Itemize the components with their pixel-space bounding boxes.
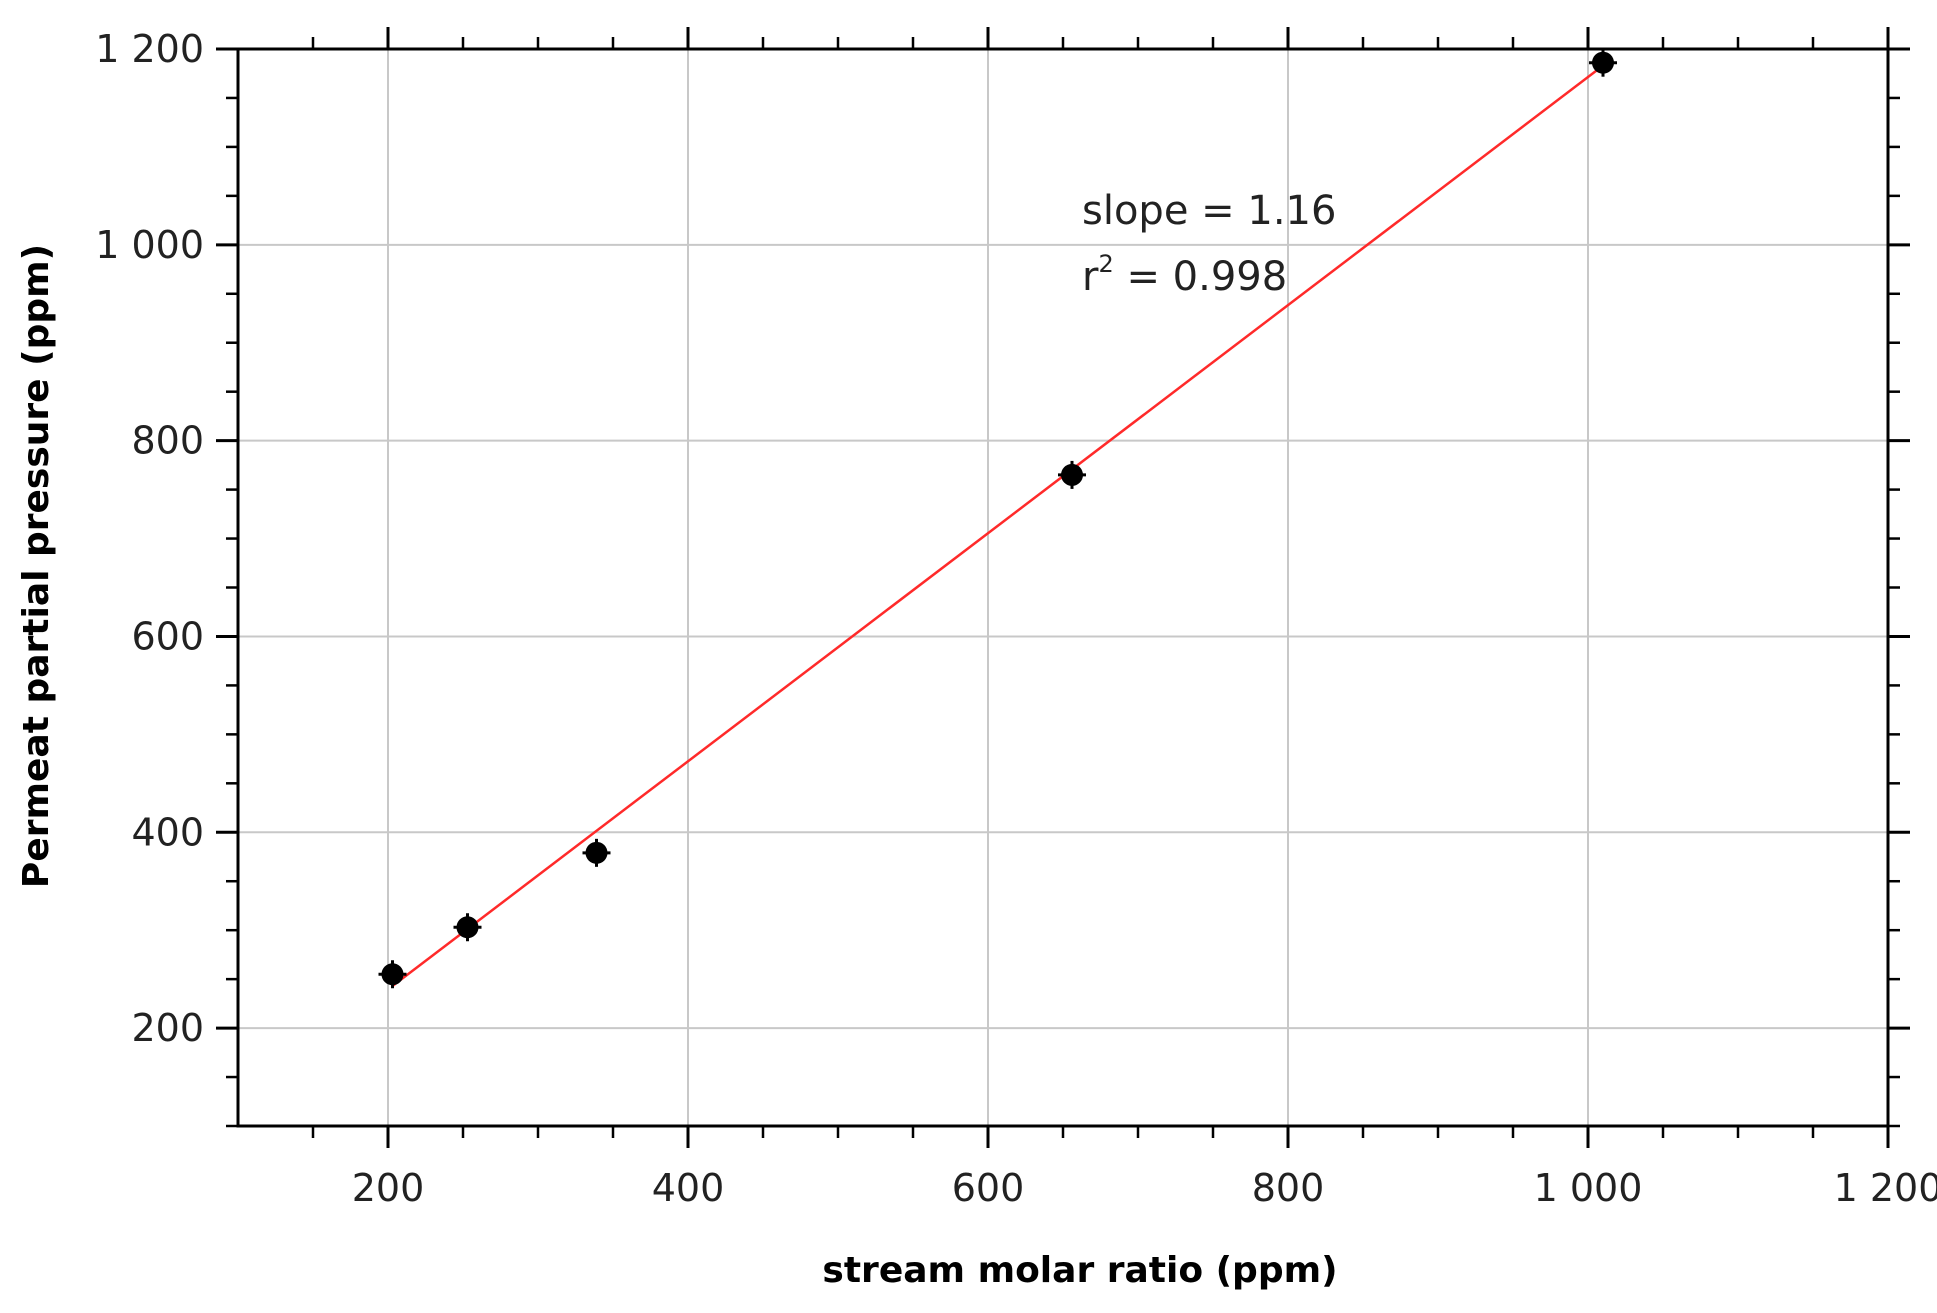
- y-tick-label: 1 200: [95, 27, 204, 71]
- r-squared-base: r: [1082, 254, 1099, 300]
- r-squared-superscript: 2: [1098, 250, 1113, 278]
- y-tick-label: 200: [131, 1006, 204, 1050]
- fit-line-layer: [391, 64, 1604, 987]
- x-tick-label: 1 000: [1534, 1166, 1643, 1210]
- slope-annotation: slope = 1.16: [1082, 188, 1336, 234]
- x-tick-label: 1 200: [1834, 1166, 1937, 1210]
- x-tick-label: 200: [352, 1166, 425, 1210]
- data-point: [381, 963, 404, 986]
- x-tick-label: 800: [1252, 1166, 1325, 1210]
- tick-labels-layer: 200 400 600 800 1 000 1 200 200 400 600 800 1 000 1…: [95, 27, 1937, 1210]
- y-tick-label: 400: [131, 810, 204, 854]
- y-tick-label: 800: [131, 419, 204, 463]
- x-tick-label: 400: [652, 1166, 725, 1210]
- y-tick-label: 1 000: [95, 223, 204, 267]
- linear-fit-line: [391, 64, 1604, 987]
- y-axis-title: Permeat partial pressure (ppm): [16, 244, 57, 888]
- r-squared-annotation: r2 = 0.998: [1082, 250, 1287, 300]
- data-point: [585, 841, 608, 864]
- plot-frame: [236, 47, 1890, 1128]
- grid-layer: [238, 49, 1888, 1126]
- data-point: [456, 916, 479, 939]
- x-tick-label: 600: [952, 1166, 1025, 1210]
- x-axis-title: stream molar ratio (ppm): [822, 1250, 1337, 1291]
- tick-marks: [216, 27, 1910, 1148]
- r-squared-value: = 0.998: [1114, 254, 1287, 300]
- plot-border: [236, 47, 1890, 1128]
- y-tick-label: 600: [131, 614, 204, 658]
- data-point: [1061, 463, 1083, 486]
- data-points-layer: [378, 48, 1617, 989]
- data-point: [1592, 51, 1614, 74]
